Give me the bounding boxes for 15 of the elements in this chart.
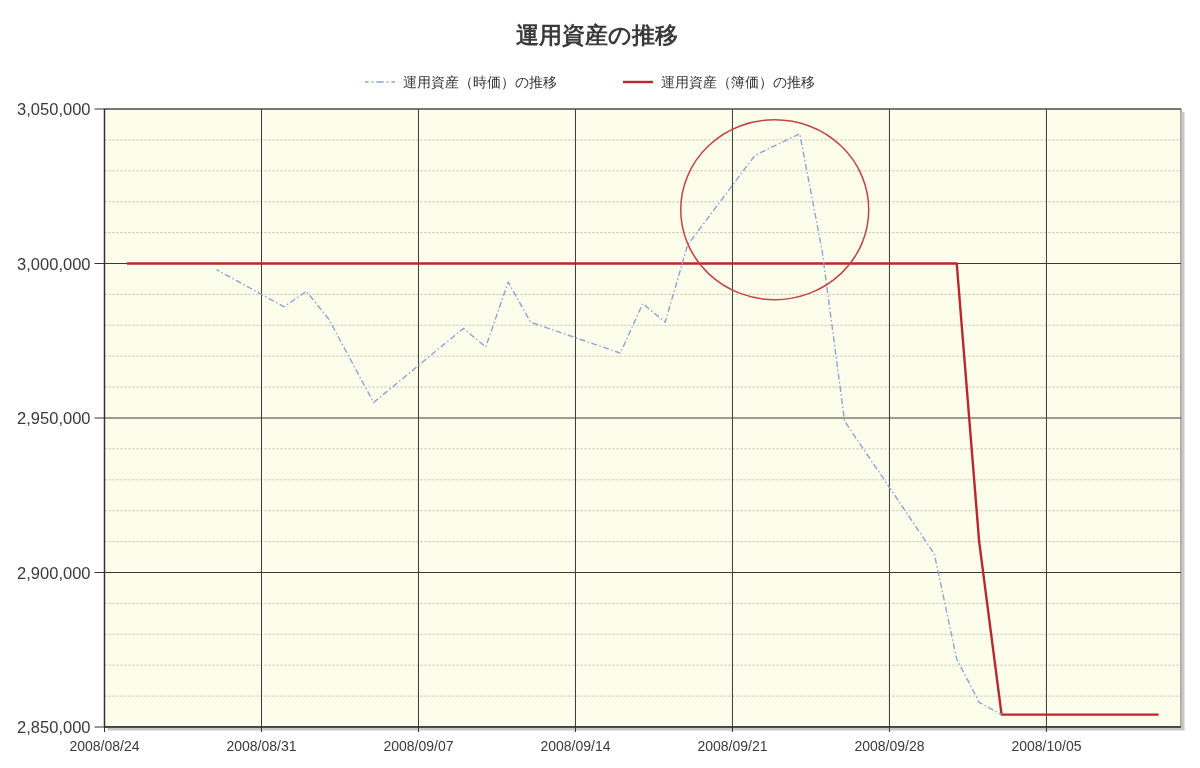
x-tick-label: 2008/09/14 bbox=[540, 738, 611, 754]
x-tick-label: 2008/08/24 bbox=[69, 738, 140, 754]
x-tick-label: 2008/09/21 bbox=[697, 738, 768, 754]
chart-title: 運用資産の推移 bbox=[516, 22, 678, 48]
y-tick-label: 3,050,000 bbox=[17, 100, 91, 118]
y-tick-label: 2,850,000 bbox=[17, 718, 91, 736]
legend-label: 運用資産（簿価）の推移 bbox=[661, 74, 815, 90]
x-tick-label: 2008/10/05 bbox=[1011, 738, 1082, 754]
y-tick-label: 3,000,000 bbox=[17, 254, 91, 273]
x-tick-label: 2008/09/28 bbox=[854, 738, 925, 754]
x-tick-label: 2008/08/31 bbox=[226, 738, 297, 754]
y-tick-label: 2,900,000 bbox=[17, 563, 91, 582]
legend-label: 運用資産（時価）の推移 bbox=[403, 74, 557, 90]
x-tick-label: 2008/09/07 bbox=[383, 738, 454, 754]
y-tick-label: 2,950,000 bbox=[17, 409, 91, 427]
